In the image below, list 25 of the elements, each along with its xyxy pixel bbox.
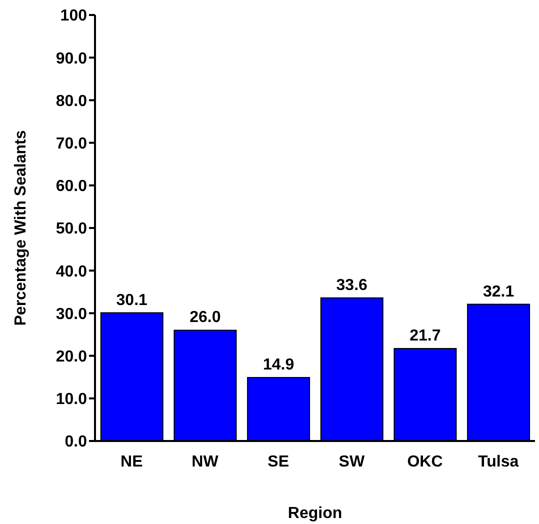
x-tick-label: Tulsa bbox=[478, 453, 519, 470]
y-tick-label: 0.0 bbox=[64, 434, 88, 451]
data-label: 32.1 bbox=[482, 283, 514, 300]
y-axis-title: Percentage With Sealants bbox=[12, 130, 30, 326]
x-tick-label: OKC bbox=[407, 453, 444, 470]
data-label: 30.1 bbox=[116, 292, 148, 309]
y-tick-label: 50.0 bbox=[56, 220, 88, 238]
y-tick-label: 30.0 bbox=[56, 306, 88, 323]
y-tick-label: 20.0 bbox=[56, 348, 88, 366]
x-tick-label: SE bbox=[268, 453, 290, 470]
x-axis-title: Region bbox=[288, 505, 342, 522]
data-label: 21.7 bbox=[410, 328, 441, 345]
y-tick-label: 60.0 bbox=[56, 178, 88, 196]
y-tick-label: 70.0 bbox=[56, 135, 88, 152]
y-tick-label: 100 bbox=[60, 8, 88, 25]
data-label: 26.0 bbox=[190, 309, 221, 326]
y-tick-label: 40.0 bbox=[56, 263, 88, 280]
data-label: 14.9 bbox=[262, 356, 294, 374]
x-tick-label: NW bbox=[192, 453, 220, 470]
data-label: 33.6 bbox=[336, 276, 368, 294]
y-tick-label: 10.0 bbox=[56, 391, 88, 408]
x-tick-label: SW bbox=[338, 453, 366, 470]
x-tick-label: NE bbox=[120, 453, 144, 470]
y-tick-label: 80.0 bbox=[56, 92, 88, 110]
y-tick-label: 90.0 bbox=[56, 50, 88, 68]
